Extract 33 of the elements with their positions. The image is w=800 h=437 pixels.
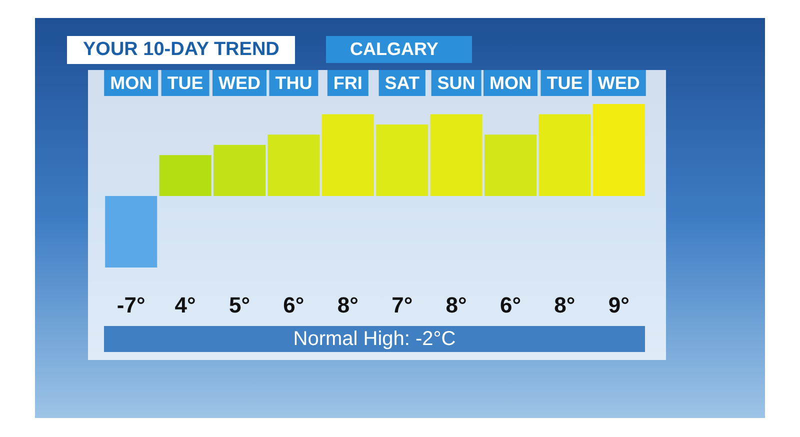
bar [322, 114, 374, 196]
x-tick-label: MON [110, 73, 152, 93]
data-label: 5° [228, 292, 250, 318]
bar [430, 114, 482, 196]
bar [159, 155, 212, 196]
bar [105, 196, 158, 268]
bar [538, 114, 591, 196]
data-label: 7° [392, 292, 413, 318]
data-label: 6° [500, 292, 522, 318]
chart-subtitle: CALGARY [326, 36, 472, 63]
x-tick-label: SAT [384, 73, 420, 93]
x-tick-label: FRI [333, 73, 362, 93]
x-tick-label: SUN [437, 73, 476, 93]
x-tick-label: WED [218, 73, 260, 93]
data-label: 8° [554, 292, 576, 318]
bar [592, 104, 645, 196]
bar [268, 134, 320, 196]
x-tick-label: MON [490, 73, 532, 93]
bar [484, 134, 537, 196]
data-label: -7° [116, 292, 146, 318]
data-label: 9° [608, 292, 630, 318]
bar [213, 144, 266, 196]
data-label: 6° [283, 292, 304, 318]
chart-title: YOUR 10-DAY TREND [67, 36, 296, 64]
data-label: 8° [337, 292, 358, 318]
x-tick-label: THU [275, 73, 312, 93]
x-tick-label: TUE [167, 73, 204, 93]
text: Normal High: -2°C [104, 326, 645, 352]
bar [376, 124, 428, 196]
data-label: 8° [446, 292, 467, 318]
x-tick-label: WED [598, 73, 640, 93]
x-tick-label: TUE [546, 73, 583, 93]
data-label: 4° [174, 292, 196, 318]
